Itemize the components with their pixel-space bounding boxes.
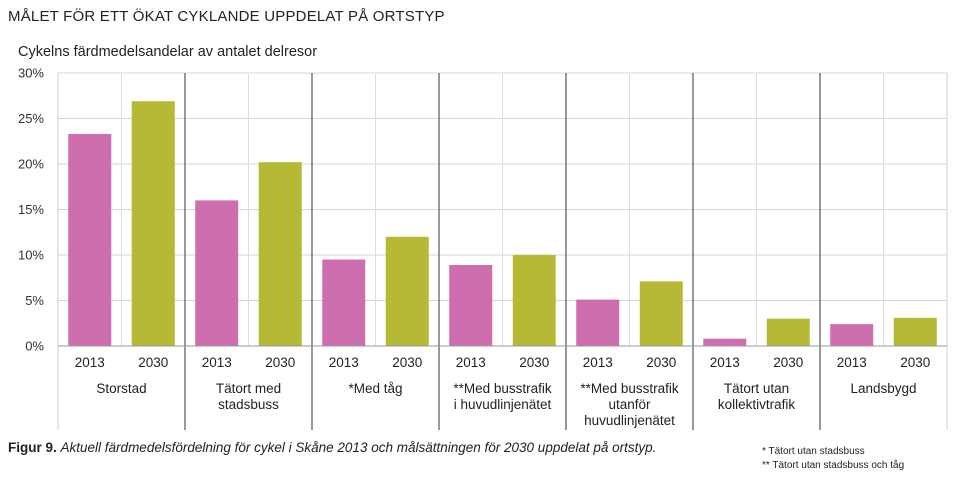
x-tick-label: 2030 bbox=[519, 355, 549, 370]
bar-2013 bbox=[830, 324, 874, 346]
y-tick-label: 5% bbox=[25, 293, 44, 308]
bar-2013 bbox=[449, 265, 493, 346]
bar-2030 bbox=[766, 318, 810, 346]
category-label: Tätort med bbox=[216, 381, 281, 396]
page-title: MÅLET FÖR ETT ÖKAT CYKLANDE UPPDELAT PÅ … bbox=[8, 8, 445, 25]
y-tick-label: 10% bbox=[18, 248, 44, 263]
bar-2030 bbox=[893, 317, 937, 346]
bar-2030 bbox=[512, 255, 556, 346]
category-label: huvudlinjenätet bbox=[584, 413, 675, 428]
y-tick-label: 20% bbox=[18, 157, 44, 172]
footnote-2: ** Tätort utan stadsbuss och tåg bbox=[762, 460, 905, 471]
x-tick-label: 2013 bbox=[329, 355, 359, 370]
x-tick-label: 2013 bbox=[75, 355, 105, 370]
footnote-1: * Tätort utan stadsbuss bbox=[762, 446, 865, 457]
category-label: *Med tåg bbox=[348, 381, 402, 396]
bar-2030 bbox=[131, 101, 175, 347]
y-tick-label: 25% bbox=[18, 111, 44, 126]
bar-chart: 0% 5% 10% 15% 20% 25% 30% 2013 2030 Storstad 2013 2… bbox=[18, 66, 948, 430]
category-label: Tätort utan bbox=[724, 381, 789, 396]
category-label: **Med busstrafik bbox=[453, 381, 552, 396]
x-tick-label: 2030 bbox=[646, 355, 676, 370]
x-tick-label: 2030 bbox=[138, 355, 168, 370]
figure-caption: Figur 9. Aktuell färdmedelsfördelning fö… bbox=[8, 440, 656, 455]
category-label: Storstad bbox=[96, 381, 146, 396]
bar-2030 bbox=[639, 281, 683, 346]
category-label: Landsbygd bbox=[850, 381, 916, 396]
bar-2013 bbox=[195, 200, 239, 346]
category-label: i huvudlinjenätet bbox=[454, 397, 552, 412]
bar-2013 bbox=[703, 338, 747, 346]
x-tick-label: 2030 bbox=[265, 355, 295, 370]
bar-2013 bbox=[576, 299, 620, 346]
bar-2030 bbox=[258, 162, 302, 346]
x-tick-label: 2030 bbox=[900, 355, 930, 370]
y-tick-label: 0% bbox=[25, 339, 44, 354]
x-tick-label: 2013 bbox=[837, 355, 867, 370]
category-label: **Med busstrafik bbox=[580, 381, 679, 396]
x-tick-label: 2030 bbox=[392, 355, 422, 370]
x-tick-label: 2030 bbox=[773, 355, 803, 370]
category-label: kollektivtrafik bbox=[718, 397, 796, 412]
x-tick-label: 2013 bbox=[456, 355, 486, 370]
x-tick-label: 2013 bbox=[710, 355, 740, 370]
caption-text: Aktuell färdmedelsfördelning för cykel i… bbox=[60, 440, 657, 455]
y-axis-label: Cykelns färdmedelsandelar av antalet del… bbox=[18, 44, 318, 60]
caption-label: Figur 9. bbox=[8, 440, 57, 455]
y-tick-label: 15% bbox=[18, 202, 44, 217]
category-label: stadsbuss bbox=[218, 397, 279, 412]
bar-2030 bbox=[385, 236, 429, 346]
bar-2013 bbox=[68, 133, 112, 346]
y-tick-label: 30% bbox=[18, 66, 44, 81]
category-label: utanför bbox=[608, 397, 651, 412]
x-tick-label: 2013 bbox=[583, 355, 613, 370]
bar-2013 bbox=[322, 259, 366, 346]
x-tick-label: 2013 bbox=[202, 355, 232, 370]
